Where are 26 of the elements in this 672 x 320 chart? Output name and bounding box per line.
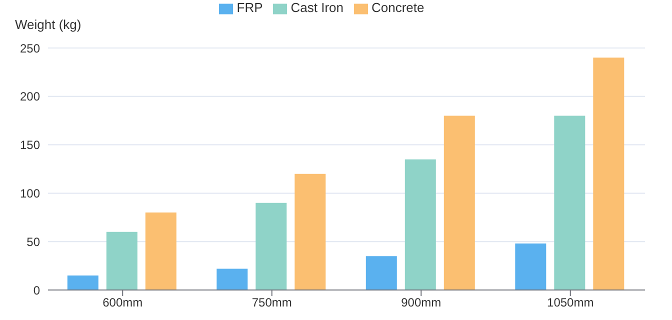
y-tick-label: 0 — [33, 283, 40, 298]
bar — [515, 244, 546, 290]
y-tick-label: 250 — [20, 41, 40, 56]
bar — [106, 232, 138, 290]
legend-label: Cast Iron — [290, 0, 344, 15]
x-tick-label: 900mm — [401, 296, 442, 310]
y-tick-label: 100 — [20, 186, 40, 200]
bar — [404, 159, 436, 290]
y-tick-label: 200 — [20, 90, 40, 104]
y-axis-title: Weight (kg) — [15, 17, 82, 32]
bar — [256, 202, 287, 290]
legend-label: FRP — [236, 0, 263, 15]
bar — [145, 212, 176, 290]
bar — [67, 275, 98, 290]
bar — [554, 116, 586, 290]
x-tick-label: 600mm — [102, 296, 143, 310]
bar — [444, 116, 475, 290]
bar — [593, 58, 624, 290]
bar — [216, 268, 248, 290]
bar — [366, 256, 397, 290]
y-tick-label: 150 — [20, 138, 40, 152]
x-tick-label: 750mm — [252, 296, 292, 310]
y-tick-label: 50 — [26, 234, 40, 249]
x-tick-label: 1050mm — [547, 296, 594, 310]
legend-label: Concrete — [372, 0, 424, 15]
bar — [294, 174, 326, 290]
